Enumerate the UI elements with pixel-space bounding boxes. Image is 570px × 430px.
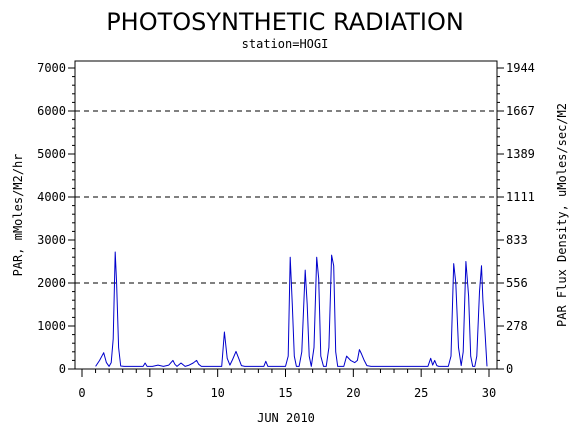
x-tick-label: 25 xyxy=(414,386,428,400)
y-left-tick-label: 0 xyxy=(59,362,66,376)
y-right-tick-label: 278 xyxy=(506,319,528,333)
y-left-tick-label: 1000 xyxy=(37,319,66,333)
x-axis: 0 5 10 15 20 25 30 xyxy=(78,369,496,400)
y-right-tick-label: 833 xyxy=(506,233,528,247)
y-right-tick-label: 1389 xyxy=(506,147,535,161)
y-left-tick-label: 4000 xyxy=(37,190,66,204)
x-tick-label: 15 xyxy=(278,386,292,400)
x-tick-label: 10 xyxy=(210,386,224,400)
y-left-tick-label: 5000 xyxy=(37,147,66,161)
chart-title: PHOTOSYNTHETIC RADIATION xyxy=(106,8,464,36)
x-tick-label: 5 xyxy=(146,386,153,400)
y-left-tick-label: 2000 xyxy=(37,276,66,290)
y-axis-right-label: PAR Flux Density, uMoles/sec/M2 xyxy=(555,103,569,327)
x-tick-label: 20 xyxy=(346,386,360,400)
x-tick-label: 30 xyxy=(482,386,496,400)
y-right-tick-label: 556 xyxy=(506,276,528,290)
x-axis-label: JUN 2010 xyxy=(257,411,315,425)
y-left-tick-label: 6000 xyxy=(37,104,66,118)
x-tick-label: 0 xyxy=(78,386,85,400)
y-right-tick-label: 0 xyxy=(506,362,513,376)
y-left-tick-label: 7000 xyxy=(37,61,66,75)
y-axis-right: 0 278 556 833 1111 1389 1667 1944 xyxy=(497,61,535,376)
y-axis-left-label: PAR, mMoles/M2/hr xyxy=(11,154,25,277)
par-series-line xyxy=(95,251,488,367)
y-right-tick-label: 1111 xyxy=(506,190,535,204)
y-right-tick-label: 1667 xyxy=(506,104,535,118)
y-right-tick-label: 1944 xyxy=(506,61,535,75)
y-left-tick-label: 3000 xyxy=(37,233,66,247)
y-axis-left: 0 1000 2000 3000 4000 5000 6000 7000 xyxy=(37,61,75,376)
series-group xyxy=(95,251,488,367)
plot-frame xyxy=(74,60,498,370)
grid-lines xyxy=(75,110,497,284)
chart-subtitle: station=HOGI xyxy=(242,37,329,51)
